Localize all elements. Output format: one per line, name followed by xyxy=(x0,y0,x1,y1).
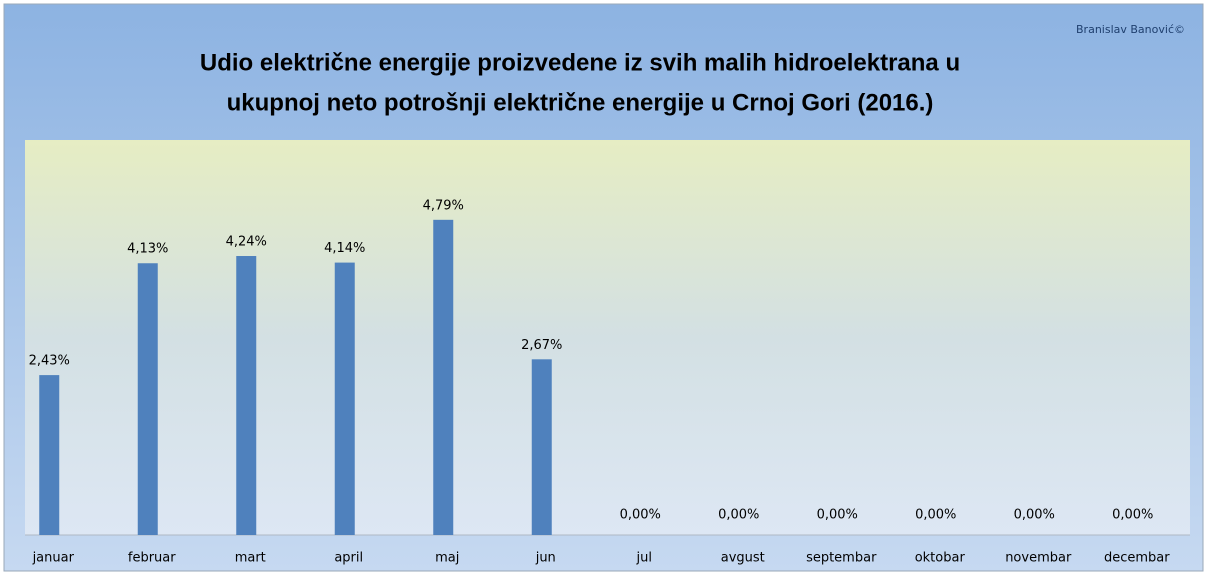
bar xyxy=(39,375,60,535)
x-tick-label: oktobar xyxy=(915,551,966,566)
data-label: 4,24% xyxy=(226,235,267,250)
chart-title: ukupnoj neto potrošnji električne energi… xyxy=(227,89,934,116)
credit: Branislav Banović© xyxy=(1076,23,1185,36)
data-label: 0,00% xyxy=(817,508,858,523)
x-tick-label: april xyxy=(334,551,363,566)
x-tick-label: mart xyxy=(235,551,266,566)
x-tick-label: jul xyxy=(636,551,652,566)
data-label: 2,67% xyxy=(521,338,562,353)
x-tick-label: decembar xyxy=(1104,551,1170,566)
x-tick-label: jun xyxy=(535,551,556,566)
x-tick-label: maj xyxy=(435,551,459,566)
bar xyxy=(334,262,355,535)
bar xyxy=(433,219,454,535)
x-tick-label: septembar xyxy=(806,551,877,566)
data-label: 4,79% xyxy=(423,198,464,213)
data-label: 0,00% xyxy=(915,508,956,523)
chart-title: Udio električne energije proizvedene iz … xyxy=(200,49,960,76)
data-label: 4,14% xyxy=(324,241,365,256)
data-label: 0,00% xyxy=(620,508,661,523)
data-label: 0,00% xyxy=(1112,508,1153,523)
x-tick-label: novembar xyxy=(1005,551,1072,566)
plot-area xyxy=(25,140,1190,535)
data-label: 2,43% xyxy=(29,354,70,369)
bar xyxy=(531,359,552,535)
x-tick-label: avgust xyxy=(721,551,765,566)
bar xyxy=(137,263,158,535)
data-label: 0,00% xyxy=(1014,508,1055,523)
data-label: 0,00% xyxy=(718,508,759,523)
data-label: 4,13% xyxy=(127,242,168,257)
x-tick-label: januar xyxy=(32,551,75,566)
bar xyxy=(236,256,257,535)
x-tick-label: februar xyxy=(128,551,176,566)
